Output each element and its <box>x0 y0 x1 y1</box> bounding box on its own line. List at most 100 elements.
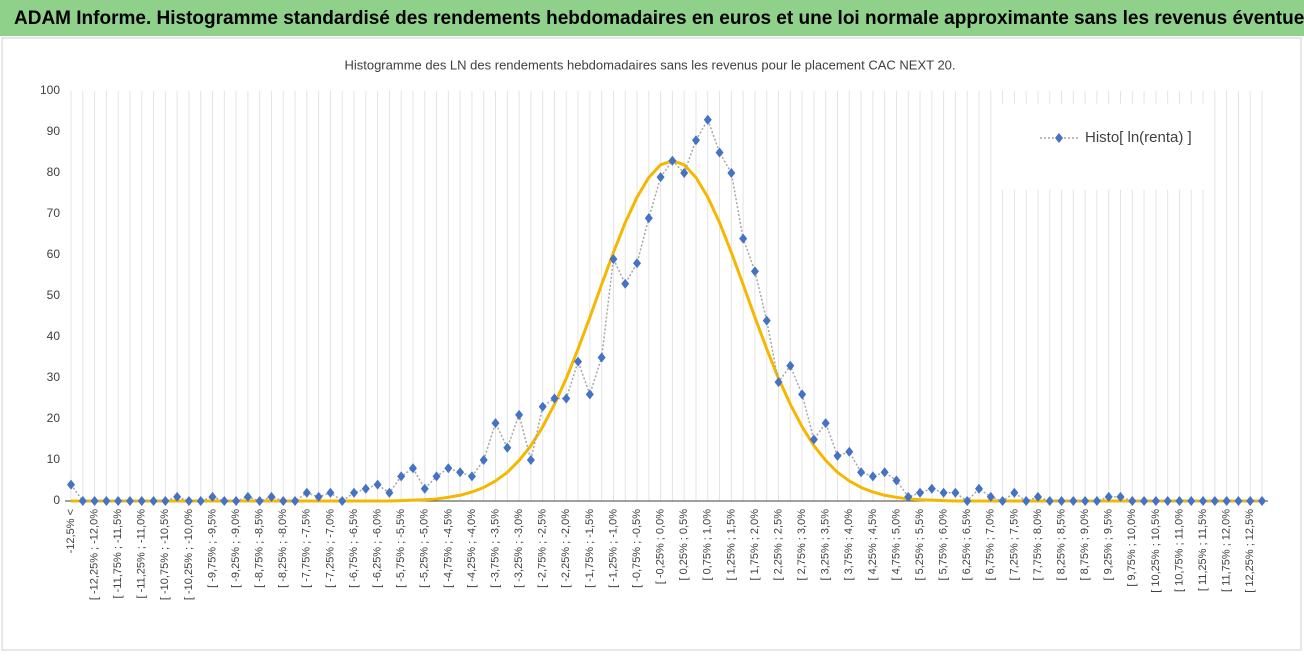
x-tick-label: [ 10,25% ; 10,5% <box>1150 509 1162 593</box>
x-tick-label: [ 6,25% ; 6,5% <box>961 509 973 581</box>
y-tick-label: 80 <box>47 165 61 179</box>
marker <box>703 114 712 125</box>
marker <box>633 258 642 269</box>
x-tick-label: [ 5,25% ; 5,5% <box>914 509 926 581</box>
marker <box>786 360 795 371</box>
marker <box>1033 491 1042 502</box>
x-tick-label: [ -5,75% ; -5,5% <box>395 509 407 588</box>
y-tick-label: 30 <box>47 370 61 384</box>
x-tick-label: [ -1,25% ; -1,0% <box>607 509 619 588</box>
marker <box>526 455 535 465</box>
marker <box>1081 496 1090 506</box>
x-tick-label: [ 1,75% ; 2,0% <box>749 509 761 581</box>
x-tick-label: [ -3,75% ; -3,5% <box>489 509 501 588</box>
chart-subtitle: Histogramme des LN des rendements hebdom… <box>344 57 955 72</box>
marker <box>90 496 99 506</box>
marker <box>1128 496 1137 506</box>
marker <box>562 393 571 404</box>
x-tick-label: [ -8,75% ; -8,5% <box>254 509 266 588</box>
marker <box>739 233 748 244</box>
banner-title: ADAM Informe. Histogramme standardisé de… <box>14 8 1304 29</box>
x-tick-label: [ 3,75% ; 4,0% <box>843 509 855 581</box>
x-tick-label: [ 2,75% ; 3,0% <box>796 509 808 581</box>
marker <box>373 479 382 490</box>
marker <box>220 496 229 506</box>
y-tick-label: 40 <box>47 329 61 343</box>
marker <box>691 135 700 146</box>
marker <box>538 401 547 412</box>
marker <box>963 496 972 506</box>
marker <box>762 315 771 326</box>
marker <box>114 496 123 506</box>
marker <box>302 487 311 498</box>
x-tick-label: [ 4,75% ; 5,0% <box>890 509 902 581</box>
x-tick-label: [ 11,75% ; 12,0% <box>1221 509 1233 592</box>
marker <box>314 491 323 502</box>
marker <box>750 266 759 277</box>
marker <box>939 487 948 498</box>
marker <box>621 278 630 289</box>
marker <box>550 393 559 404</box>
x-tick-label: [ -6,75% ; -6,5% <box>348 509 360 588</box>
marker <box>574 356 583 367</box>
marker <box>1234 496 1243 506</box>
y-tick-label: 0 <box>53 493 60 507</box>
x-tick-label: [ 3,25% ; 3,5% <box>820 509 832 581</box>
marker <box>668 155 677 166</box>
marker <box>1092 496 1101 506</box>
marker <box>809 434 818 445</box>
y-tick-label: 100 <box>40 83 60 97</box>
x-tick-label: [ 1,25% ; 1,5% <box>725 509 737 581</box>
y-tick-label: 60 <box>47 247 61 261</box>
marker <box>67 479 75 490</box>
marker <box>232 496 241 506</box>
marker <box>998 496 1007 506</box>
marker <box>892 475 901 486</box>
marker <box>1210 496 1219 506</box>
marker <box>397 471 406 482</box>
marker <box>243 491 252 502</box>
x-tick-label: [ -7,25% ; -7,0% <box>324 509 336 588</box>
marker <box>267 491 276 502</box>
y-tick-label: 20 <box>47 411 61 425</box>
x-tick-label: [ 0,75% ; 1,0% <box>702 509 714 581</box>
marker <box>420 483 429 494</box>
x-tick-label: [ 12,25% ; 12,5% <box>1244 509 1256 593</box>
x-tick-label: [ -3,25% ; -3,0% <box>513 509 525 588</box>
normal-curve <box>71 159 1262 503</box>
marker <box>1104 491 1113 502</box>
x-tick-label: [ 0,25% ; 0,5% <box>678 509 690 581</box>
marker <box>1069 496 1078 506</box>
marker <box>1246 496 1255 506</box>
legend-label: Histo[ ln(renta) ] <box>1085 129 1192 146</box>
marker <box>845 446 854 457</box>
x-tick-label: [ 8,25% ; 8,5% <box>1055 509 1067 581</box>
marker <box>1222 496 1231 506</box>
marker <box>1258 496 1266 506</box>
x-tick-label: [ -4,25% ; -4,0% <box>466 509 478 588</box>
marker <box>1163 496 1172 506</box>
legend-marker <box>1055 133 1063 143</box>
x-tick-label: [ 9,75% ; 10,0% <box>1126 509 1138 587</box>
x-tick-label: [ -0,75% ; -0,5% <box>631 509 643 588</box>
marker <box>515 409 524 420</box>
x-tick-label: [ 4,25% ; 4,5% <box>867 509 879 581</box>
marker <box>597 352 606 363</box>
x-tick-label: [ -9,25% ; -9,0% <box>230 509 242 588</box>
marker <box>408 463 417 474</box>
x-tick-label: [ -9,75% ; -9,5% <box>206 509 218 588</box>
marker <box>821 418 830 429</box>
x-tick-label: [ -7,75% ; -7,5% <box>301 509 313 588</box>
marker <box>432 471 441 482</box>
x-tick-label: [ 7,25% ; 7,5% <box>1008 509 1020 581</box>
marker <box>1151 496 1160 506</box>
marker <box>927 483 936 494</box>
marker <box>208 491 217 502</box>
marker <box>774 377 783 388</box>
marker <box>467 471 476 482</box>
x-tick-label: -12,5% < <box>65 509 77 553</box>
x-tick-label: [ 9,25% ; 9,5% <box>1103 509 1115 581</box>
marker <box>1057 496 1066 506</box>
marker <box>986 491 995 502</box>
y-tick-label: 90 <box>47 124 61 138</box>
